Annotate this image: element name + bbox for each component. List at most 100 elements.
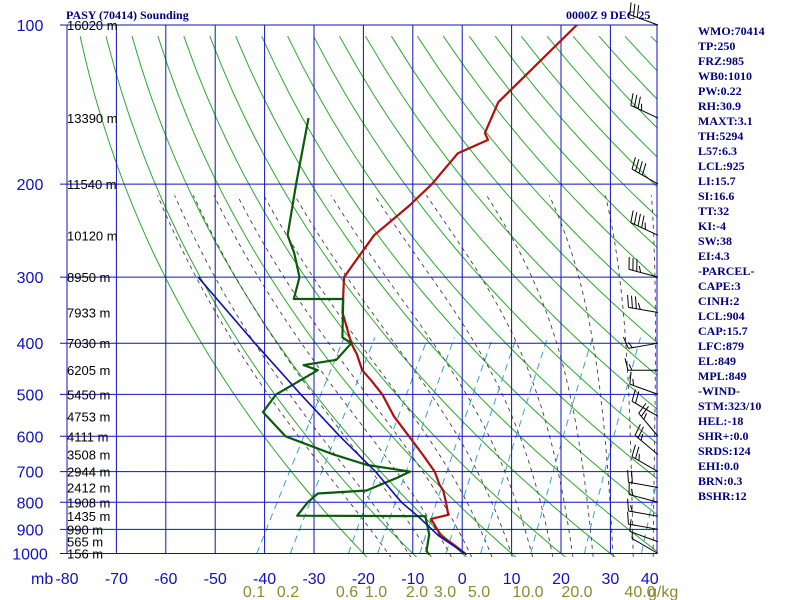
index-item: L57:6.3 xyxy=(698,144,737,158)
wind-barb-staff xyxy=(631,456,659,473)
wind-barb xyxy=(624,358,658,371)
pressure-tick-label: 900 xyxy=(17,522,44,539)
dewpoint-trace xyxy=(261,117,431,556)
dry-adiabat-line xyxy=(209,36,616,557)
pressure-tick-label: 100 xyxy=(17,18,44,35)
height-label: 2412 m xyxy=(67,480,110,495)
index-item: FRZ:985 xyxy=(698,54,744,68)
mixing-ratio-tick-label: 0.1 xyxy=(243,584,265,600)
index-item: BSHR:12 xyxy=(698,489,747,503)
wind-barbs xyxy=(622,2,659,554)
dry-adiabat-line xyxy=(157,36,517,557)
isobar-isotherm-grid xyxy=(60,24,658,554)
index-item: SHR+:0.0 xyxy=(698,429,749,443)
wind-barb-feather xyxy=(636,5,640,18)
wind-barb xyxy=(622,336,659,349)
index-item: TP:250 xyxy=(698,39,736,53)
wind-barb-feather xyxy=(635,391,640,404)
wind-barb-staff xyxy=(631,538,659,554)
wind-barb-staff xyxy=(628,306,659,314)
chart-timestamp: 0000Z 9 DEC 25 xyxy=(566,8,651,22)
moist-adiabat-line xyxy=(374,195,554,557)
dry-adiabat-line xyxy=(235,36,657,553)
wind-barb xyxy=(634,424,659,456)
height-label: 7030 m xyxy=(67,336,110,351)
wind-barb-feather xyxy=(635,446,640,459)
dry-adiabat-line xyxy=(390,35,657,344)
wind-barb xyxy=(631,444,659,473)
index-item: EL:849 xyxy=(698,354,737,368)
wind-barb-feather xyxy=(627,342,633,349)
index-item: LCL:904 xyxy=(698,309,745,323)
wind-barb-staff xyxy=(634,434,659,456)
mixing-ratio-tick-label: 3.0 xyxy=(434,584,456,600)
temperature-tick-label: -10 xyxy=(401,571,424,588)
wind-barb xyxy=(628,482,659,503)
wind-barb-feather xyxy=(630,210,634,223)
wind-barb-feather xyxy=(637,302,641,310)
mixing-ratio-tick-label: 1.0 xyxy=(365,584,387,600)
dry-adiabat-line xyxy=(313,35,657,445)
temperature-tick-label: -30 xyxy=(302,571,325,588)
dry-adiabat-line xyxy=(442,35,657,280)
wind-barb-feather xyxy=(641,215,645,228)
wind-barb-feather xyxy=(637,213,641,227)
wind-barb-feather xyxy=(629,519,632,532)
index-item: LI:15.7 xyxy=(698,174,736,188)
mixing-ratio-line xyxy=(529,337,593,557)
sounding-traces xyxy=(197,25,578,556)
moist-adiabat-line xyxy=(263,195,493,557)
mixing-ratio-line xyxy=(640,479,657,557)
height-label: 1908 m xyxy=(67,495,110,510)
index-item: PW:0.22 xyxy=(698,84,742,98)
temperature-tick-label: 0 xyxy=(458,571,467,588)
wind-barb xyxy=(631,389,659,417)
moist-adiabat-line xyxy=(651,195,656,557)
index-item: MAXT:3.1 xyxy=(698,114,753,128)
wind-barb-feather xyxy=(631,157,636,170)
wind-barb-feather xyxy=(622,336,629,349)
mixing-ratio-tick-label: 10.0 xyxy=(512,584,543,600)
pressure-unit-label: mb xyxy=(31,571,53,588)
wind-barb-feather xyxy=(627,469,629,483)
wind-barb-feather xyxy=(633,3,636,17)
moist-adiabat-line xyxy=(294,195,513,557)
temperature-tick-label: -40 xyxy=(253,571,276,588)
mixing-ratio-line xyxy=(418,337,494,557)
pressure-tick-label: 700 xyxy=(17,465,44,482)
height-label: 5450 m xyxy=(67,387,110,402)
dry-adiabat-line xyxy=(468,35,657,248)
temperature-tick-label: 20 xyxy=(552,571,570,588)
index-item: STM:323/10 xyxy=(698,399,762,413)
moist-adiabat-line xyxy=(213,195,452,557)
moist-adiabat-line xyxy=(174,195,412,557)
wind-barb-staff xyxy=(628,481,659,488)
temperature-tick-label: 30 xyxy=(602,571,620,588)
height-label: 2944 m xyxy=(67,465,110,480)
wind-barb-feather xyxy=(627,511,629,525)
wind-barb-feather xyxy=(629,2,632,15)
pressure-tick-label: 800 xyxy=(17,495,44,512)
wind-barb-staff xyxy=(631,168,659,185)
dry-adiabat-line xyxy=(416,35,657,311)
moist-adiabat-line xyxy=(486,195,594,557)
index-item: RH:30.9 xyxy=(698,99,741,113)
wind-barb-feather xyxy=(631,295,633,309)
wind-barb xyxy=(638,402,659,437)
height-label: 10120 m xyxy=(67,228,118,243)
wind-barb-staff xyxy=(629,383,659,395)
temperature-tick-label: -80 xyxy=(55,571,78,588)
moist-adiabat-line xyxy=(548,195,614,557)
wind-barb-feather xyxy=(638,402,647,414)
wind-barb-feather xyxy=(640,406,649,417)
wind-barb-staff xyxy=(629,14,659,26)
dry-adiabat-line xyxy=(261,35,657,516)
stability-indices-list: WMO:70414 TP:250 FRZ:985 WB0:1010 PW:0.22 RH:… xyxy=(698,24,765,504)
height-label: 7933 m xyxy=(67,306,110,321)
wind-barb xyxy=(630,93,659,119)
mixing-ratio-tick-label: 40.0 xyxy=(624,584,655,600)
wind-barb-feather xyxy=(632,378,635,386)
temperature-tick-label: 10 xyxy=(503,571,521,588)
wind-barb-feather xyxy=(640,433,644,441)
